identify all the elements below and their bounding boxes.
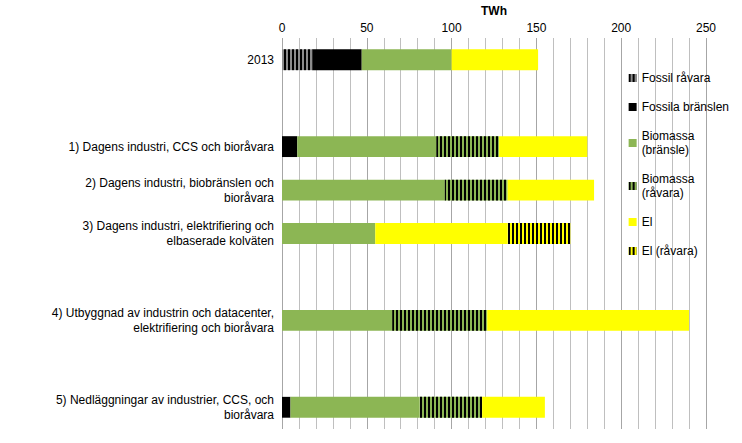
svg-text:2) Dagens industri, biobränsle: 2) Dagens industri, biobränslen och [85, 176, 274, 190]
svg-text:250: 250 [696, 21, 716, 35]
svg-text:5) Nedläggningar av industrier: 5) Nedläggningar av industrier, CCS, och [56, 393, 274, 407]
svg-text:elbaserade kolväten: elbaserade kolväten [167, 234, 274, 248]
svg-text:El (råvara): El (råvara) [642, 244, 698, 258]
svg-text:1) Dagens industri, CCS och bi: 1) Dagens industri, CCS och bioråvara [69, 140, 275, 154]
svg-text:(bränsle): (bränsle) [642, 143, 689, 157]
svg-text:200: 200 [611, 21, 631, 35]
svg-text:3) Dagens industri, elektrifie: 3) Dagens industri, elektrifiering och [83, 219, 274, 233]
svg-text:150: 150 [526, 21, 546, 35]
svg-text:Fossila bränslen: Fossila bränslen [642, 100, 729, 114]
svg-text:4) Utbyggnad av industrin och: 4) Utbyggnad av industrin och datacenter… [52, 306, 274, 320]
svg-text:Biomassa: Biomassa [642, 129, 695, 143]
svg-text:0: 0 [279, 21, 286, 35]
svg-text:elektrifiering och bioråvara: elektrifiering och bioråvara [133, 321, 274, 335]
svg-text:2013: 2013 [247, 53, 274, 67]
svg-text:El: El [642, 215, 653, 229]
svg-text:(råvara): (råvara) [642, 186, 684, 200]
svg-text:50: 50 [360, 21, 374, 35]
svg-text:TWh: TWh [481, 4, 507, 18]
svg-text:bioråvara: bioråvara [224, 408, 274, 422]
svg-text:Biomassa: Biomassa [642, 172, 695, 186]
svg-text:100: 100 [442, 21, 462, 35]
svg-text:bioråvara: bioråvara [224, 191, 274, 205]
svg-text:Fossil råvara: Fossil råvara [642, 71, 711, 85]
